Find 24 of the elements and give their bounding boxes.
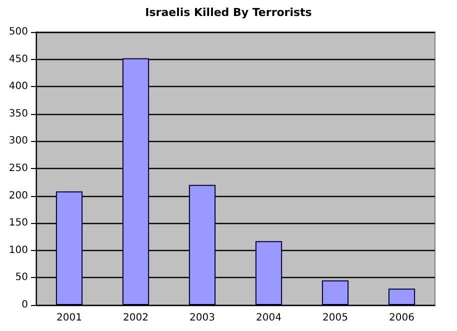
y-tick-label: 200 bbox=[8, 190, 28, 202]
y-tick-label: 150 bbox=[8, 218, 28, 229]
bar bbox=[255, 241, 282, 305]
bar bbox=[322, 280, 349, 305]
x-tick-label: 2001 bbox=[56, 312, 82, 324]
y-tick-label: 500 bbox=[8, 26, 28, 38]
chart-title: Israelis Killed By Terrorists bbox=[145, 6, 312, 19]
x-tick-label: 2006 bbox=[389, 312, 414, 324]
y-tick-label: 100 bbox=[8, 244, 28, 256]
x-tick-label: 2003 bbox=[190, 312, 215, 324]
y-tick-label: 450 bbox=[8, 54, 28, 65]
bar bbox=[188, 184, 216, 305]
bar bbox=[122, 58, 150, 305]
y-tick-label: 0 bbox=[22, 300, 28, 310]
bar bbox=[56, 191, 83, 305]
x-tick-label: 2005 bbox=[322, 312, 348, 324]
x-tick-label: 2004 bbox=[256, 312, 282, 324]
y-tick-label: 400 bbox=[8, 81, 28, 92]
x-tick-label: 2002 bbox=[123, 312, 148, 324]
y-tick-label: 50 bbox=[15, 272, 28, 284]
y-tick-label: 300 bbox=[8, 136, 28, 147]
y-tick-label: 250 bbox=[8, 163, 28, 174]
y-tick-label: 350 bbox=[8, 108, 28, 120]
bar bbox=[388, 288, 416, 305]
